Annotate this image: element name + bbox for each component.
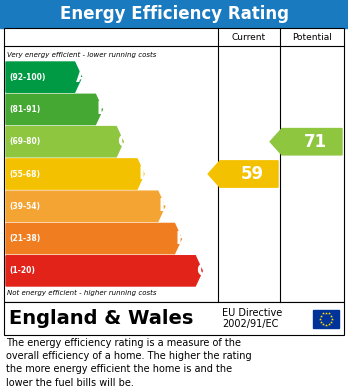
Text: (21-38): (21-38) xyxy=(9,234,40,243)
Text: (92-100): (92-100) xyxy=(9,73,45,82)
Polygon shape xyxy=(6,256,202,286)
Polygon shape xyxy=(6,159,144,189)
Text: The energy efficiency rating is a measure of the
overall efficiency of a home. T: The energy efficiency rating is a measur… xyxy=(6,338,252,387)
Text: (1-20): (1-20) xyxy=(9,266,35,275)
Text: C: C xyxy=(117,133,129,151)
Text: (81-91): (81-91) xyxy=(9,105,40,114)
Polygon shape xyxy=(208,161,278,187)
Text: Very energy efficient - lower running costs: Very energy efficient - lower running co… xyxy=(7,52,156,58)
Text: E: E xyxy=(159,197,170,215)
Text: (39-54): (39-54) xyxy=(9,202,40,211)
Bar xyxy=(313,310,339,328)
Text: Potential: Potential xyxy=(292,32,332,41)
Polygon shape xyxy=(6,191,165,221)
Polygon shape xyxy=(6,127,123,157)
Text: B: B xyxy=(96,100,109,118)
Text: (69-80): (69-80) xyxy=(9,137,40,146)
Text: England & Wales: England & Wales xyxy=(9,309,193,328)
Text: (55-68): (55-68) xyxy=(9,170,40,179)
Text: Current: Current xyxy=(232,32,266,41)
Polygon shape xyxy=(270,129,342,155)
Bar xyxy=(4,28,344,302)
Polygon shape xyxy=(6,94,102,125)
Text: D: D xyxy=(138,165,152,183)
Text: G: G xyxy=(196,262,210,280)
Text: Energy Efficiency Rating: Energy Efficiency Rating xyxy=(60,5,288,23)
Bar xyxy=(4,302,344,335)
Text: F: F xyxy=(175,230,187,248)
Polygon shape xyxy=(6,223,181,254)
Text: EU Directive
2002/91/EC: EU Directive 2002/91/EC xyxy=(222,308,282,329)
Polygon shape xyxy=(6,62,82,92)
Text: A: A xyxy=(76,68,88,86)
Text: 59: 59 xyxy=(240,165,263,183)
Text: 71: 71 xyxy=(303,133,326,151)
Bar xyxy=(0,0,348,28)
Text: Not energy efficient - higher running costs: Not energy efficient - higher running co… xyxy=(7,290,157,296)
